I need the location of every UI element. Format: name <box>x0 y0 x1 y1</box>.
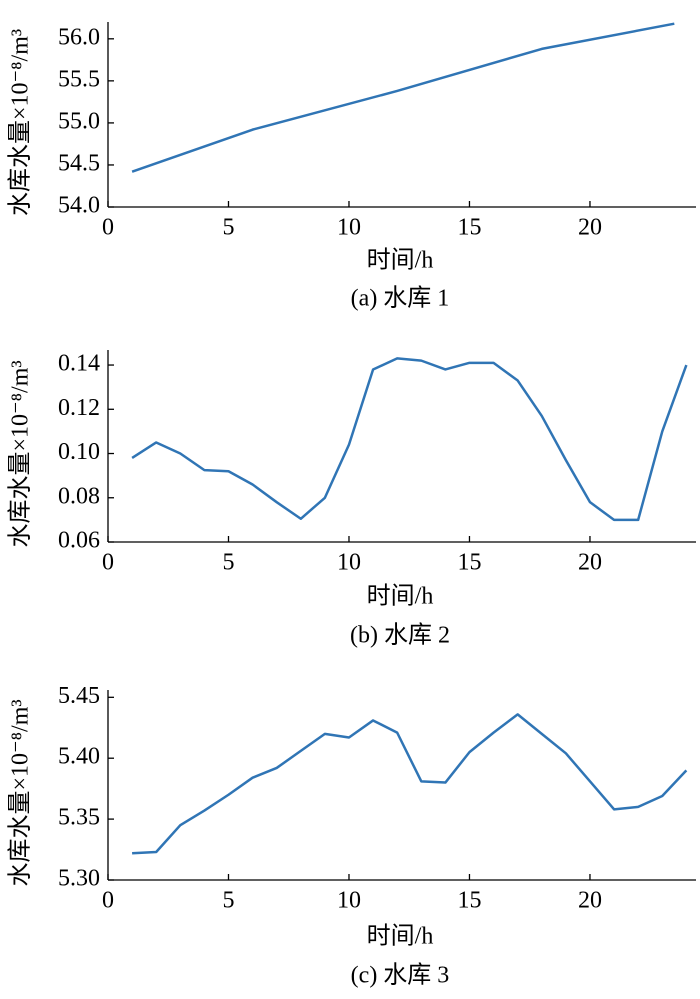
y-tick-label: 5.30 <box>58 866 100 892</box>
x-tick-label: 20 <box>578 215 602 241</box>
y-tick-label: 0.08 <box>58 483 100 509</box>
y-tick-label: 56.0 <box>58 24 100 50</box>
data-line <box>131 22 675 173</box>
x-tick-label: 0 <box>102 215 114 241</box>
y-tick-label: 54.5 <box>58 150 100 176</box>
y-tick-label: 54.0 <box>58 193 100 219</box>
y-tick-label: 55.0 <box>58 108 100 134</box>
y-tick-label: 0.12 <box>58 395 100 421</box>
y-tick-label: 5.40 <box>58 744 100 770</box>
caption: (b) 水库 2 <box>350 622 450 649</box>
x-tick-label: 0 <box>102 550 114 576</box>
x-tick-label: 20 <box>578 888 602 914</box>
x-tick-label: 10 <box>337 550 361 576</box>
data-line <box>131 357 688 522</box>
x-tick-label: 5 <box>222 215 234 241</box>
y-tick-label: 55.5 <box>58 66 100 92</box>
data-line <box>132 713 688 855</box>
x-tick-label: 15 <box>457 550 481 576</box>
x-tick-label: 5 <box>222 550 234 576</box>
x-tick-label: 10 <box>337 888 361 914</box>
y-tick-label: 5.35 <box>58 805 100 831</box>
x-tick-label: 10 <box>337 215 361 241</box>
x-axis-label: 时间/h <box>367 247 434 274</box>
x-tick-label: 5 <box>222 888 234 914</box>
x-axis-label: 时间/h <box>367 923 434 950</box>
x-tick-label: 15 <box>457 888 481 914</box>
x-tick-label: 20 <box>578 550 602 576</box>
x-tick-label: 0 <box>102 888 114 914</box>
y-tick-label: 5.45 <box>58 683 100 709</box>
y-tick-label: 0.10 <box>58 439 100 465</box>
x-axis-label: 时间/h <box>367 583 434 610</box>
x-tick-label: 15 <box>457 215 481 241</box>
y-axis-label: 水库水量×10⁻⁸/m³ <box>7 360 34 547</box>
caption: (a) 水库 1 <box>351 285 450 312</box>
y-tick-label: 0.14 <box>58 351 100 377</box>
caption: (c) 水库 3 <box>351 962 450 989</box>
y-axis-label: 水库水量×10⁻⁸/m³ <box>7 699 34 886</box>
y-tick-label: 0.06 <box>58 528 100 554</box>
y-axis-label: 水库水量×10⁻⁸/m³ <box>7 29 34 216</box>
